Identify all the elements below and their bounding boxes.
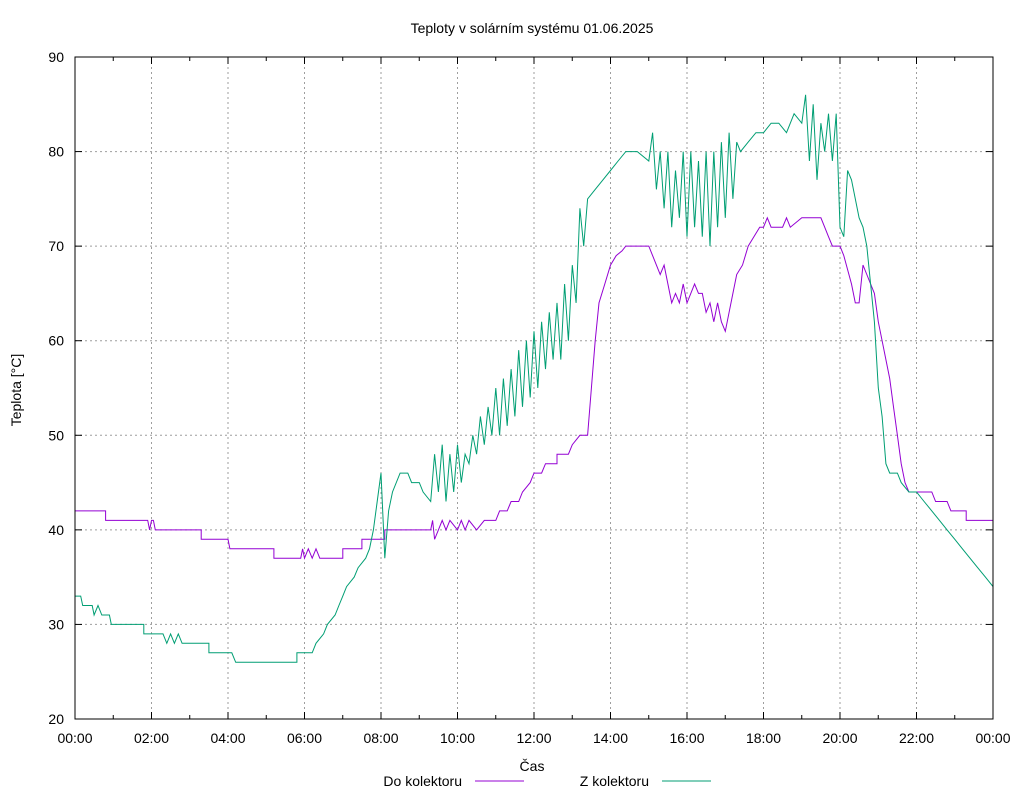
x-tick-label: 10:00 bbox=[440, 730, 475, 746]
y-tick-label: 20 bbox=[48, 711, 64, 727]
x-axis-label: Čas bbox=[520, 758, 545, 774]
y-tick-label: 90 bbox=[48, 49, 64, 65]
y-tick-label: 70 bbox=[48, 238, 64, 254]
legend-label: Do kolektoru bbox=[383, 773, 462, 789]
series-line-do-kolektoru bbox=[75, 216, 994, 560]
series-lines bbox=[75, 94, 994, 663]
x-tick-label: 22:00 bbox=[899, 730, 934, 746]
x-tick-label: 12:00 bbox=[516, 730, 551, 746]
x-tick-label: 08:00 bbox=[363, 730, 398, 746]
x-tick-label: 00:00 bbox=[57, 730, 92, 746]
x-tick-label: 02:00 bbox=[134, 730, 169, 746]
legend: Do kolektoru Z kolektoru bbox=[383, 773, 711, 789]
x-tick-label: 16:00 bbox=[669, 730, 704, 746]
x-tick-label: 20:00 bbox=[822, 730, 857, 746]
y-tick-label: 40 bbox=[48, 522, 64, 538]
y-tick-label: 60 bbox=[48, 333, 64, 349]
x-tick-label: 00:00 bbox=[975, 730, 1010, 746]
x-tick-label: 14:00 bbox=[593, 730, 628, 746]
series-line-z-kolektoru bbox=[75, 94, 994, 663]
grid bbox=[75, 57, 993, 719]
y-axis-label: Teplota [°C] bbox=[8, 354, 24, 427]
y-tick-label: 80 bbox=[48, 144, 64, 160]
legend-label: Z kolektoru bbox=[580, 773, 649, 789]
x-tick-label: 18:00 bbox=[746, 730, 781, 746]
chart-title: Teploty v solárním systému 01.06.2025 bbox=[411, 20, 654, 36]
y-tick-label: 30 bbox=[48, 616, 64, 632]
x-tick-label: 04:00 bbox=[210, 730, 245, 746]
y-tick-label: 50 bbox=[48, 427, 64, 443]
x-tick-label: 06:00 bbox=[287, 730, 322, 746]
ticks: 20 30 40 50 60 70 80 90 00:00 02:00 04:00 06:00 08:0… bbox=[48, 49, 1010, 746]
